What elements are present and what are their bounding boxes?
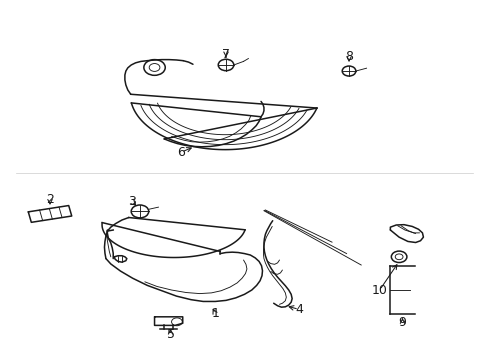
Text: 2: 2: [46, 193, 54, 206]
Text: 9: 9: [398, 316, 406, 329]
Text: 7: 7: [222, 48, 229, 61]
Text: 3: 3: [127, 195, 135, 208]
Text: 1: 1: [211, 307, 219, 320]
Text: 4: 4: [294, 303, 302, 316]
Text: 6: 6: [177, 146, 185, 159]
Text: 10: 10: [371, 284, 387, 297]
Text: 8: 8: [345, 50, 352, 63]
Text: 5: 5: [166, 328, 174, 341]
